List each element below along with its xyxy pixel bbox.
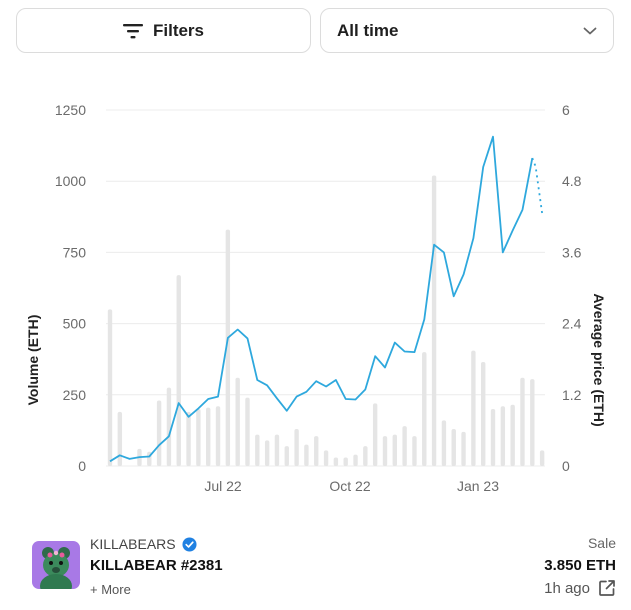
y-left-tick-label: 750: [63, 244, 87, 260]
volume-bar: [235, 377, 240, 466]
volume-bar: [304, 444, 309, 466]
y-left-tick-label: 0: [78, 458, 86, 474]
price-line: [109, 135, 544, 463]
volume-bar: [117, 411, 123, 466]
x-tick-label: Oct 22: [329, 478, 370, 494]
volume-bar: [520, 377, 525, 466]
volume-bar: [510, 404, 515, 466]
volume-bar: [333, 457, 339, 466]
y-left-tick-label: 250: [63, 387, 87, 403]
volume-bar: [215, 406, 221, 466]
filters-label: Filters: [152, 20, 205, 40]
y-left-tick-label: 500: [63, 316, 87, 332]
verified-badge-icon: [182, 536, 197, 552]
y-axis-left-title: Volume (ETH): [25, 315, 41, 406]
volume-bar: [156, 400, 162, 466]
volume-bar: [382, 436, 388, 466]
volume-bar: [255, 434, 260, 466]
more-link[interactable]: + More: [90, 582, 131, 597]
filters-button[interactable]: Filters: [16, 8, 311, 53]
chevron-down-icon: [583, 21, 597, 41]
volume-bar: [422, 352, 427, 466]
item-name[interactable]: KILLABEAR #2381: [90, 557, 223, 574]
volume-bar: [225, 229, 231, 466]
time-range-value: All time: [337, 20, 399, 40]
volume-bar: [274, 434, 280, 466]
sale-time-label: 1h ago: [544, 579, 590, 597]
x-tick-label: Jul 22: [204, 478, 242, 494]
price-line-projection: [531, 157, 544, 214]
external-link-icon[interactable]: [598, 579, 616, 597]
sale-time[interactable]: 1h ago: [544, 579, 616, 597]
volume-bar: [441, 420, 447, 466]
y-left-tick-label: 1250: [55, 102, 86, 118]
volume-bar: [343, 457, 348, 466]
collection-name[interactable]: KILLABEARS: [90, 536, 197, 552]
volume-bar: [166, 387, 172, 466]
x-axis: Jul 22 Oct 22 Jan 23: [204, 478, 499, 494]
volume-bar: [451, 428, 456, 466]
y-axis-right-title: Average price (ETH): [591, 293, 607, 426]
sale-price: 3.850 ETH: [544, 557, 616, 574]
volume-bar: [176, 275, 181, 466]
y-axis-left: 1250 1000 750 500 250 0: [55, 102, 86, 474]
time-range-select[interactable]: All time: [320, 8, 614, 53]
price-line-path: [109, 135, 534, 463]
event-type: Sale: [587, 535, 616, 551]
volume-bar: [353, 454, 358, 466]
x-tick-label: Jan 23: [457, 478, 499, 494]
volume-bar: [490, 409, 496, 466]
filter-lines-icon: [122, 23, 143, 39]
volume-bar: [461, 431, 466, 466]
y-right-tick-label: 4.8: [562, 173, 582, 189]
volume-bar: [363, 446, 368, 466]
volume-bar: [539, 450, 545, 466]
sale-row[interactable]: KILLABEARS KILLABEAR #2381 + More Sale 3…: [0, 528, 631, 610]
volume-bar: [264, 440, 270, 466]
volume-bar: [107, 309, 113, 466]
volume-bar: [402, 426, 407, 466]
y-left-tick-label: 1000: [55, 173, 86, 189]
volume-bar: [480, 362, 486, 466]
volume-bar: [372, 403, 378, 466]
volume-bar: [500, 406, 506, 466]
volume-price-chart: 1250 1000 750 500 250 0 6 4.8 3.6 2.4 1.2 0 Jul 22…: [25, 102, 607, 494]
volume-bar: [431, 175, 437, 466]
volume-bar: [323, 450, 329, 466]
volume-bar: [471, 350, 476, 466]
y-right-tick-label: 2.4: [562, 316, 582, 332]
volume-bar: [196, 409, 201, 466]
collection-label: KILLABEARS: [90, 536, 176, 552]
volume-bar: [186, 411, 191, 466]
volume-bar: [245, 397, 250, 466]
y-axis-right: 6 4.8 3.6 2.4 1.2 0: [562, 102, 582, 474]
y-right-tick-label: 3.6: [562, 244, 582, 260]
volume-bar: [530, 379, 535, 466]
volume-bar: [284, 446, 289, 466]
y-right-tick-label: 0: [562, 458, 570, 474]
nft-thumbnail[interactable]: [32, 541, 80, 589]
volume-bar: [392, 434, 398, 466]
y-right-tick-label: 1.2: [562, 387, 582, 403]
volume-bar: [314, 436, 319, 466]
y-right-tick-label: 6: [562, 102, 570, 118]
chart-gridlines: [106, 109, 545, 467]
volume-bar: [412, 436, 417, 466]
volume-bars: [107, 175, 545, 466]
volume-bar: [206, 407, 211, 466]
volume-bar: [294, 428, 299, 466]
